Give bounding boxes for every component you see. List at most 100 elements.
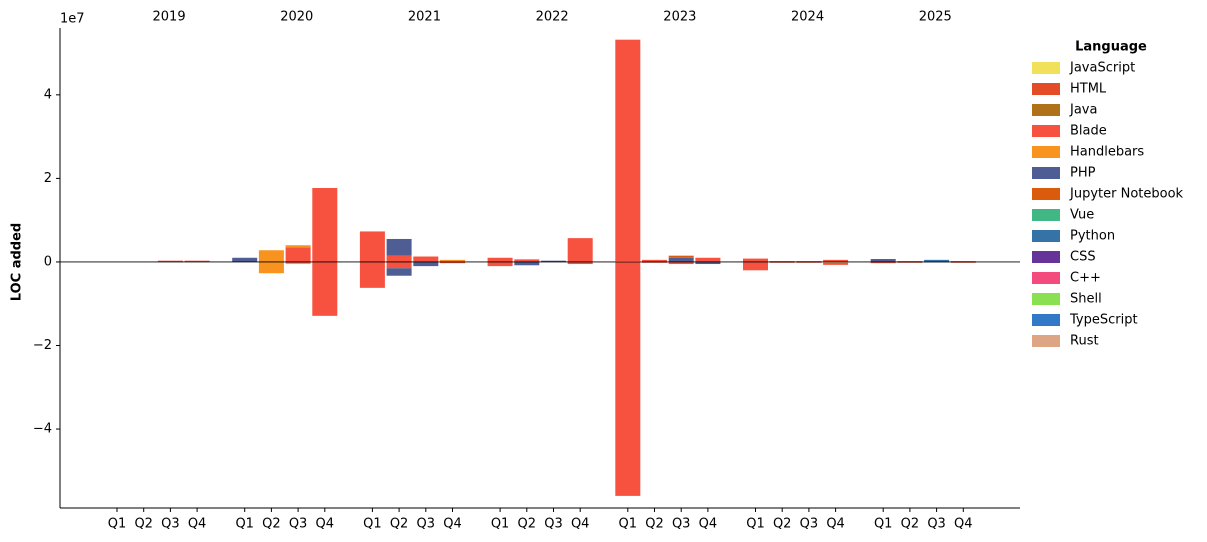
x-tick-label: Q2	[645, 517, 664, 532]
y-tick-label: 4	[44, 87, 52, 102]
year-label: 2020	[280, 10, 313, 25]
legend-swatch	[1032, 209, 1060, 221]
x-tick-label: Q1	[619, 517, 638, 532]
bar-segment	[769, 261, 795, 262]
year-label: 2022	[536, 10, 569, 25]
bar-segment	[823, 262, 849, 265]
y-tick-label: −2	[33, 338, 52, 353]
bar-segment	[870, 261, 896, 264]
legend-swatch	[1032, 167, 1060, 179]
legend-label: JavaScript	[1069, 61, 1135, 76]
x-tick-label: Q3	[417, 517, 436, 532]
legend-swatch	[1032, 335, 1060, 347]
legend-title: Language	[1075, 40, 1147, 55]
year-label: 2023	[663, 10, 696, 25]
bar-segment	[514, 259, 540, 262]
bar-segment	[413, 256, 439, 262]
legend-swatch	[1032, 293, 1060, 305]
bar-segment	[514, 261, 540, 266]
bar-segment	[743, 261, 768, 271]
legend-label: Handlebars	[1070, 145, 1144, 160]
legend-swatch	[1032, 188, 1060, 200]
legend-swatch	[1032, 104, 1060, 116]
legend-swatch	[1032, 230, 1060, 242]
bar-segment	[897, 261, 923, 263]
bar-segment	[285, 247, 311, 262]
legend-swatch	[1032, 125, 1060, 137]
bar-segment	[386, 238, 412, 256]
bar-segment	[769, 261, 795, 263]
legend-label: C++	[1070, 271, 1101, 286]
bar-segment	[743, 258, 768, 262]
bar-segment	[440, 261, 465, 264]
x-tick-label: Q2	[518, 517, 537, 532]
bar-segment	[312, 261, 338, 316]
bar-segment	[796, 261, 822, 263]
legend-label: Jupyter Notebook	[1069, 187, 1184, 202]
legend-label: Python	[1070, 229, 1115, 244]
bar-segment	[642, 259, 667, 262]
bar-segment	[615, 261, 641, 262]
bar-segment	[615, 261, 641, 496]
legend-label: Rust	[1070, 334, 1099, 349]
legend-label: Java	[1069, 103, 1097, 118]
x-tick-label: Q1	[491, 517, 510, 532]
bar-segment	[359, 231, 385, 262]
x-tick-label: Q3	[800, 517, 819, 532]
year-label: 2025	[919, 10, 952, 25]
x-tick-label: Q3	[161, 517, 180, 532]
x-tick-label: Q2	[390, 517, 409, 532]
x-tick-label: Q3	[544, 517, 563, 532]
legend-swatch	[1032, 314, 1060, 326]
x-tick-label: Q4	[826, 517, 845, 532]
bar-segment	[487, 257, 513, 262]
x-tick-label: Q1	[235, 517, 254, 532]
x-tick-label: Q4	[188, 517, 207, 532]
y-offset-label: 1e7	[60, 12, 85, 27]
year-label: 2019	[153, 10, 186, 25]
legend-label: PHP	[1070, 166, 1096, 181]
bar-segment	[567, 238, 593, 262]
legend-swatch	[1032, 272, 1060, 284]
legend-swatch	[1032, 62, 1060, 74]
x-tick-label: Q3	[289, 517, 308, 532]
x-tick-label: Q2	[134, 517, 153, 532]
bar-segment	[232, 257, 258, 262]
bar-segment	[386, 261, 412, 269]
bar-segment	[514, 259, 540, 260]
bar-segment	[796, 261, 822, 262]
bar-segment	[924, 259, 950, 262]
x-tick-label: Q4	[571, 517, 590, 532]
bar-segment	[312, 188, 338, 262]
bar-segment	[157, 260, 183, 262]
legend-label: HTML	[1070, 82, 1107, 97]
legend-label: TypeScript	[1069, 313, 1138, 328]
year-label: 2024	[791, 10, 824, 25]
bar-segment	[897, 261, 923, 262]
bar-segment	[695, 257, 721, 262]
bar-segment	[668, 255, 694, 258]
x-tick-label: Q4	[443, 517, 462, 532]
x-tick-label: Q2	[773, 517, 792, 532]
legend-swatch	[1032, 251, 1060, 263]
bar-segment	[668, 257, 694, 262]
y-tick-label: 2	[44, 171, 52, 186]
bar-segment	[823, 259, 849, 262]
legend-label: Vue	[1070, 208, 1094, 223]
bar-segment	[285, 245, 311, 248]
x-tick-label: Q1	[108, 517, 127, 532]
x-tick-label: Q1	[874, 517, 893, 532]
y-tick-label: −4	[33, 422, 52, 437]
bar-segment	[359, 261, 385, 288]
bar-segment	[386, 268, 412, 276]
bar-segment	[440, 259, 465, 262]
bar-segment	[870, 259, 896, 262]
bar-segment	[413, 261, 439, 267]
bar-segment	[567, 261, 593, 265]
x-tick-label: Q1	[363, 517, 382, 532]
bar-segment	[184, 260, 210, 262]
legend-label: Blade	[1070, 124, 1107, 139]
legend-label: Shell	[1070, 292, 1102, 307]
bar-segment	[258, 261, 284, 274]
